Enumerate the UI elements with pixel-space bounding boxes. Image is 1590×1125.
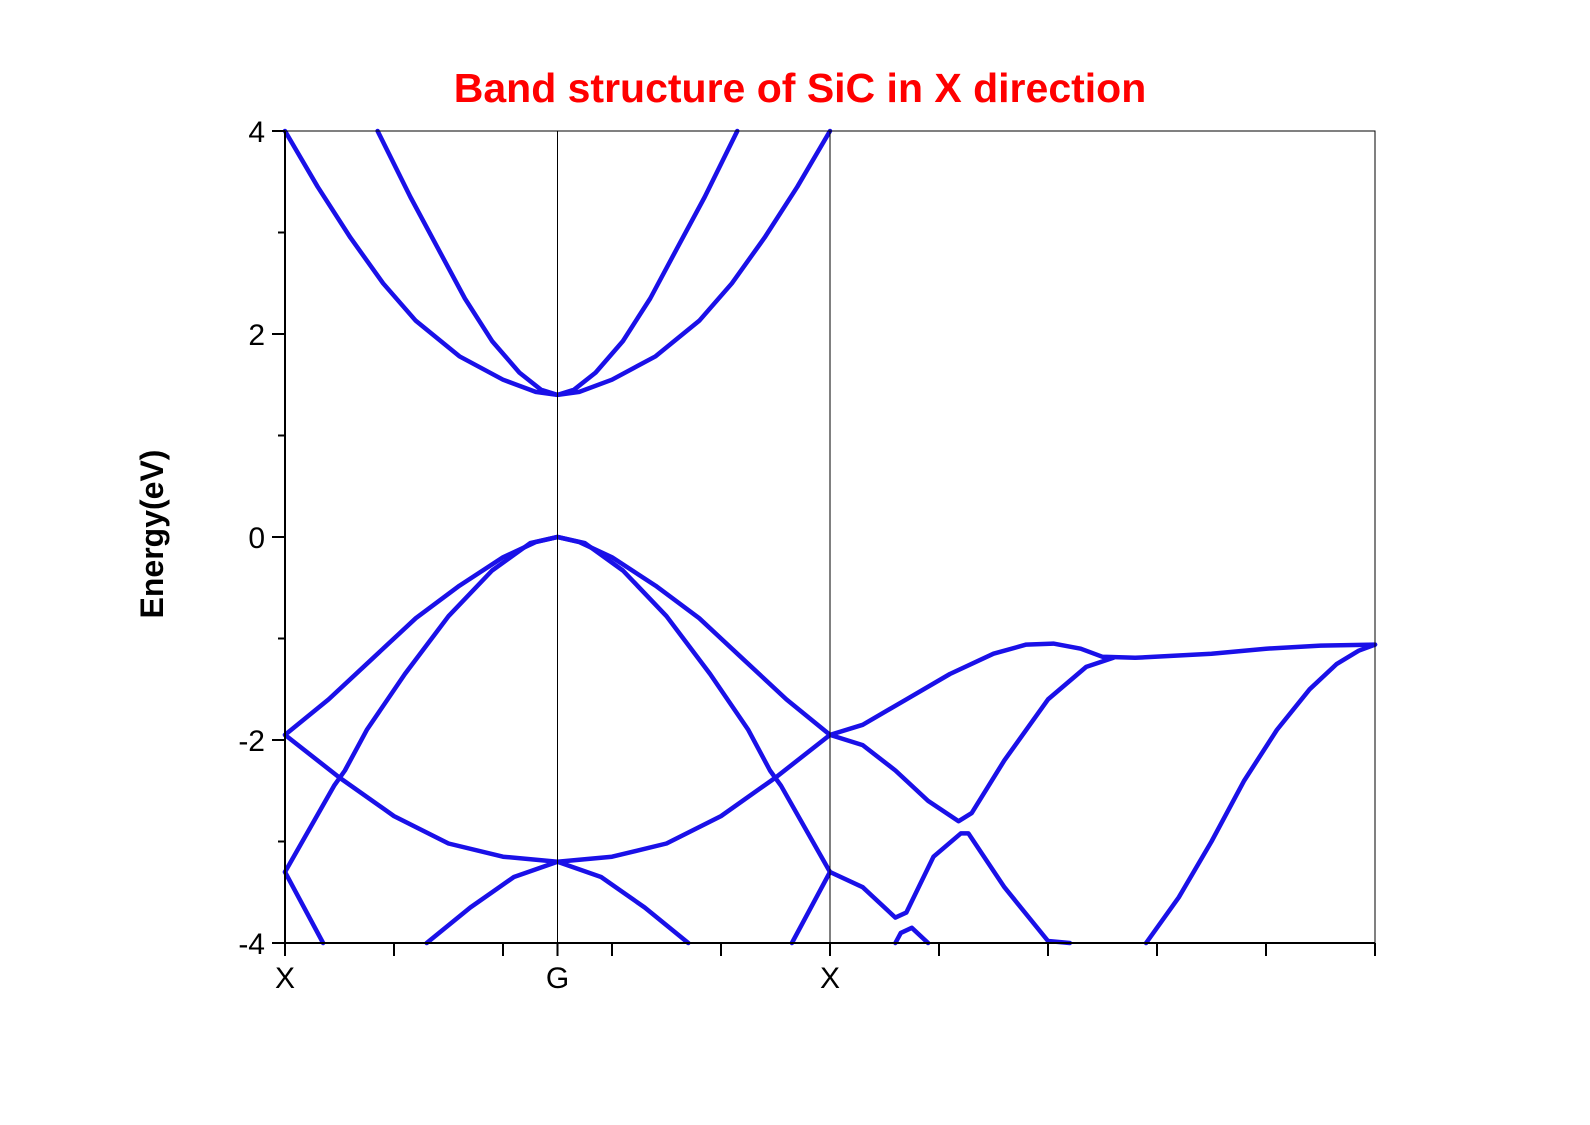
- axis-ticks: -4 -2 0 2 4 X G X: [238, 116, 1376, 995]
- band-line-10: [1143, 642, 1378, 946]
- band-line-8: [789, 869, 833, 946]
- chart-title: Band structure of SiC in X direction: [454, 65, 1147, 111]
- band-line-4: [282, 534, 1073, 946]
- band-line-9: [893, 925, 931, 946]
- y-tick-label: 2: [248, 319, 265, 352]
- y-tick-label: 4: [248, 116, 265, 149]
- y-axis-label: Energy(eV): [134, 450, 170, 619]
- y-tick-label: -4: [238, 928, 265, 961]
- band-line-3: [282, 534, 1378, 738]
- x-tick-label: X: [820, 962, 840, 995]
- band-line-5: [282, 655, 1116, 865]
- band-lines: [282, 128, 1378, 946]
- band-line-6: [282, 869, 326, 946]
- y-tick-label: 0: [248, 522, 265, 555]
- x-tick-label: G: [546, 962, 569, 995]
- y-tick-label: -2: [238, 725, 265, 758]
- x-tick-label: X: [275, 962, 295, 995]
- plot-frame: [284, 130, 1376, 944]
